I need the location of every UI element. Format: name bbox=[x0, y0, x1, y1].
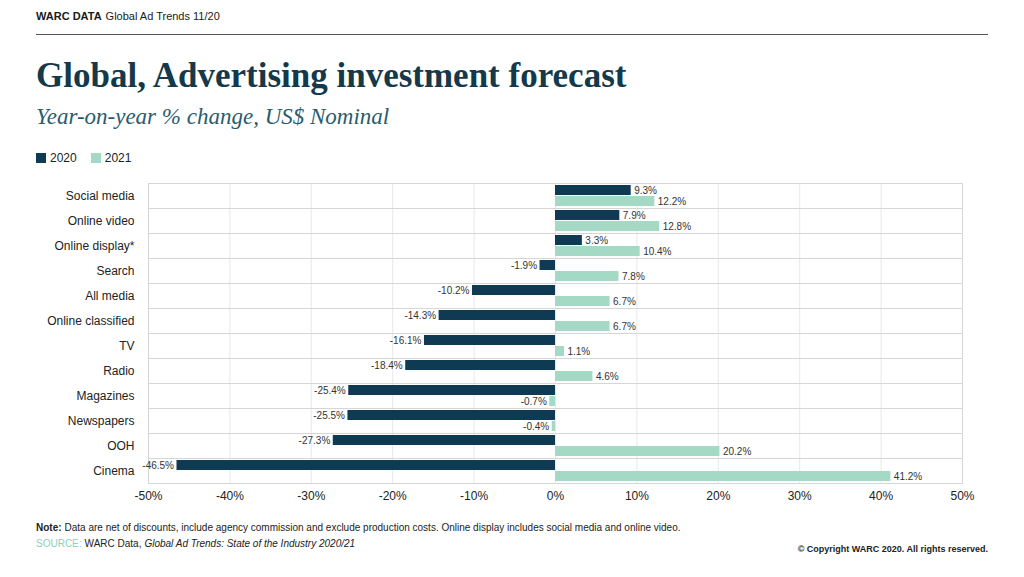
svg-text:7.9%: 7.9% bbox=[623, 210, 646, 221]
svg-text:All media: All media bbox=[85, 289, 135, 303]
svg-text:-0.7%: -0.7% bbox=[521, 396, 547, 407]
svg-text:Newspapers: Newspapers bbox=[68, 414, 135, 428]
svg-text:Magazines: Magazines bbox=[76, 389, 134, 403]
html-text:WARC DATA Global Ad Trends 11/: WARC DATA Global Ad Trends 11/20 bbox=[36, 10, 220, 22]
svg-text:TV: TV bbox=[119, 339, 134, 353]
svg-text:-10%: -10% bbox=[460, 489, 488, 503]
svg-text:10%: 10% bbox=[625, 489, 649, 503]
svg-text:Radio: Radio bbox=[103, 364, 135, 378]
svg-text:7.8%: 7.8% bbox=[622, 271, 645, 282]
svg-text:20%: 20% bbox=[706, 489, 730, 503]
svg-text:12.8%: 12.8% bbox=[663, 221, 691, 232]
html-text:Note: Data are net of discount: Note: Data are net of discounts, include… bbox=[36, 522, 681, 533]
svg-text:-1.9%: -1.9% bbox=[511, 260, 537, 271]
svg-text:Online classified: Online classified bbox=[47, 314, 134, 328]
svg-text:6.7%: 6.7% bbox=[613, 321, 636, 332]
svg-text:-18.4%: -18.4% bbox=[371, 360, 403, 371]
svg-text:-46.5%: -46.5% bbox=[142, 460, 174, 471]
svg-text:-10.2%: -10.2% bbox=[438, 285, 470, 296]
svg-text:Search: Search bbox=[96, 264, 134, 278]
svg-text:30%: 30% bbox=[788, 489, 812, 503]
svg-text:-25.5%: -25.5% bbox=[313, 410, 345, 421]
svg-text:-20%: -20% bbox=[379, 489, 407, 503]
svg-text:-27.3%: -27.3% bbox=[299, 435, 331, 446]
svg-text:-30%: -30% bbox=[297, 489, 325, 503]
svg-text:Social media: Social media bbox=[66, 189, 135, 203]
svg-text:12.2%: 12.2% bbox=[658, 196, 686, 207]
svg-text:3.3%: 3.3% bbox=[585, 235, 608, 246]
svg-text:-40%: -40% bbox=[216, 489, 244, 503]
svg-text:-16.1%: -16.1% bbox=[390, 335, 422, 346]
svg-text:-14.3%: -14.3% bbox=[404, 310, 436, 321]
svg-text:6.7%: 6.7% bbox=[613, 296, 636, 307]
html-text:© Copyright WARC 2020. All rig: © Copyright WARC 2020. All rights reserv… bbox=[797, 544, 988, 554]
html-text:SOURCE: WARC Data, Global Ad T: SOURCE: WARC Data, Global Ad Trends: Sta… bbox=[36, 538, 356, 549]
svg-text:9.3%: 9.3% bbox=[634, 185, 657, 196]
svg-text:40%: 40% bbox=[869, 489, 893, 503]
svg-text:0%: 0% bbox=[547, 489, 565, 503]
svg-text:OOH: OOH bbox=[107, 439, 134, 453]
svg-text:Online video: Online video bbox=[68, 214, 135, 228]
svg-text:1.1%: 1.1% bbox=[567, 346, 590, 357]
svg-text:41.2%: 41.2% bbox=[894, 471, 922, 482]
html-text:Global, Advertising investment: Global, Advertising investment forecast bbox=[36, 56, 627, 95]
svg-text:50%: 50% bbox=[950, 489, 974, 503]
svg-text:20.2%: 20.2% bbox=[723, 446, 751, 457]
html-text:2021: 2021 bbox=[104, 151, 132, 165]
svg-text:-0.4%: -0.4% bbox=[523, 421, 549, 432]
svg-text:-50%: -50% bbox=[134, 489, 162, 503]
svg-text:10.4%: 10.4% bbox=[643, 246, 671, 257]
svg-text:-25.4%: -25.4% bbox=[314, 385, 346, 396]
svg-text:Online display*: Online display* bbox=[54, 239, 134, 253]
svg-text:4.6%: 4.6% bbox=[596, 371, 619, 382]
svg-text:Cinema: Cinema bbox=[93, 464, 135, 478]
html-text:Year-on-year % change, US$ Nom: Year-on-year % change, US$ Nominal bbox=[36, 104, 390, 129]
html-text:2020: 2020 bbox=[50, 151, 77, 165]
